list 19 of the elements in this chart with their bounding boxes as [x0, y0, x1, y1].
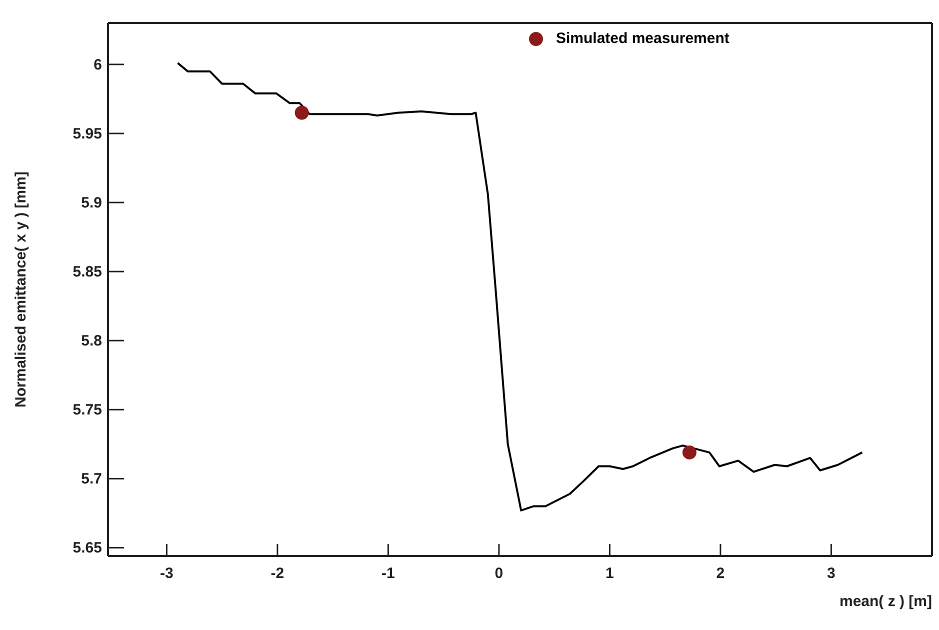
y-tick-label: 6 — [94, 56, 102, 74]
y-tick-label: 5.9 — [81, 194, 102, 212]
y-axis-title: Normalised emittance( x y ) [mm] — [12, 172, 30, 408]
y-tick-label: 5.85 — [72, 264, 102, 281]
x-tick-label: 2 — [716, 565, 725, 582]
y-tick-label: 5.65 — [72, 540, 102, 557]
line-series — [176, 62, 864, 512]
x-tick-label: -3 — [160, 565, 174, 582]
y-tick-label: 5.7 — [81, 470, 102, 488]
x-tick-label: -1 — [382, 565, 395, 582]
x-tick-label: 0 — [494, 565, 504, 582]
x-tick-label: 3 — [827, 565, 836, 582]
y-tick-label: 5.8 — [81, 332, 102, 350]
x-tick-label: -2 — [270, 565, 284, 582]
x-axis-title: mean( z ) [m] — [839, 593, 932, 610]
x-tick-label: 1 — [606, 565, 614, 582]
y-tick-label: 5.75 — [72, 402, 102, 419]
y-tick-label: 5.95 — [72, 125, 102, 142]
legend-label: Simulated measurement — [556, 30, 730, 47]
